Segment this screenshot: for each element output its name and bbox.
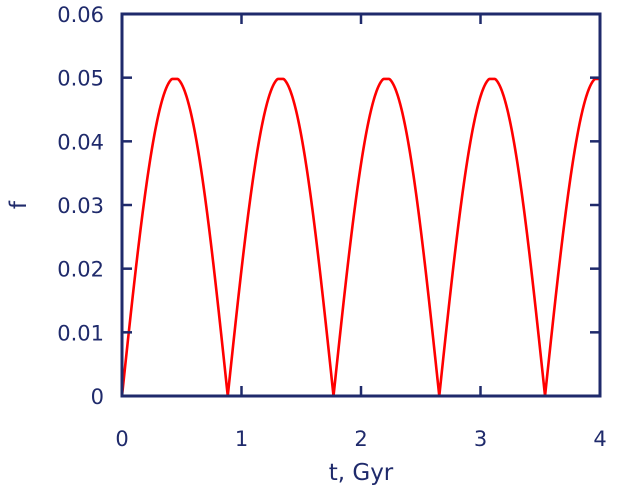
axis-ticks bbox=[120, 12, 602, 398]
y-tick-label: 0 bbox=[91, 385, 104, 409]
x-tick-label: 0 bbox=[115, 427, 128, 451]
y-tick-label: 0.06 bbox=[57, 3, 104, 27]
x-tick-label: 3 bbox=[474, 427, 487, 451]
y-tick-label: 0.02 bbox=[57, 258, 104, 282]
y-axis-label: f bbox=[6, 200, 32, 209]
y-tick-label: 0.01 bbox=[57, 321, 104, 345]
x-tick-label: 2 bbox=[354, 427, 367, 451]
x-tick-label: 1 bbox=[235, 427, 248, 451]
tick-labels: 0 1 2 3 4 0 0.01 0.02 0.03 0.04 0.05 0.06 bbox=[57, 3, 606, 451]
series-line bbox=[120, 77, 601, 398]
y-tick-label: 0.04 bbox=[57, 130, 104, 154]
x-tick-label: 4 bbox=[593, 427, 606, 451]
y-tick-label: 0.03 bbox=[57, 194, 104, 218]
y-tick-label: 0.05 bbox=[57, 67, 104, 91]
x-axis-label: t, Gyr bbox=[329, 460, 394, 486]
